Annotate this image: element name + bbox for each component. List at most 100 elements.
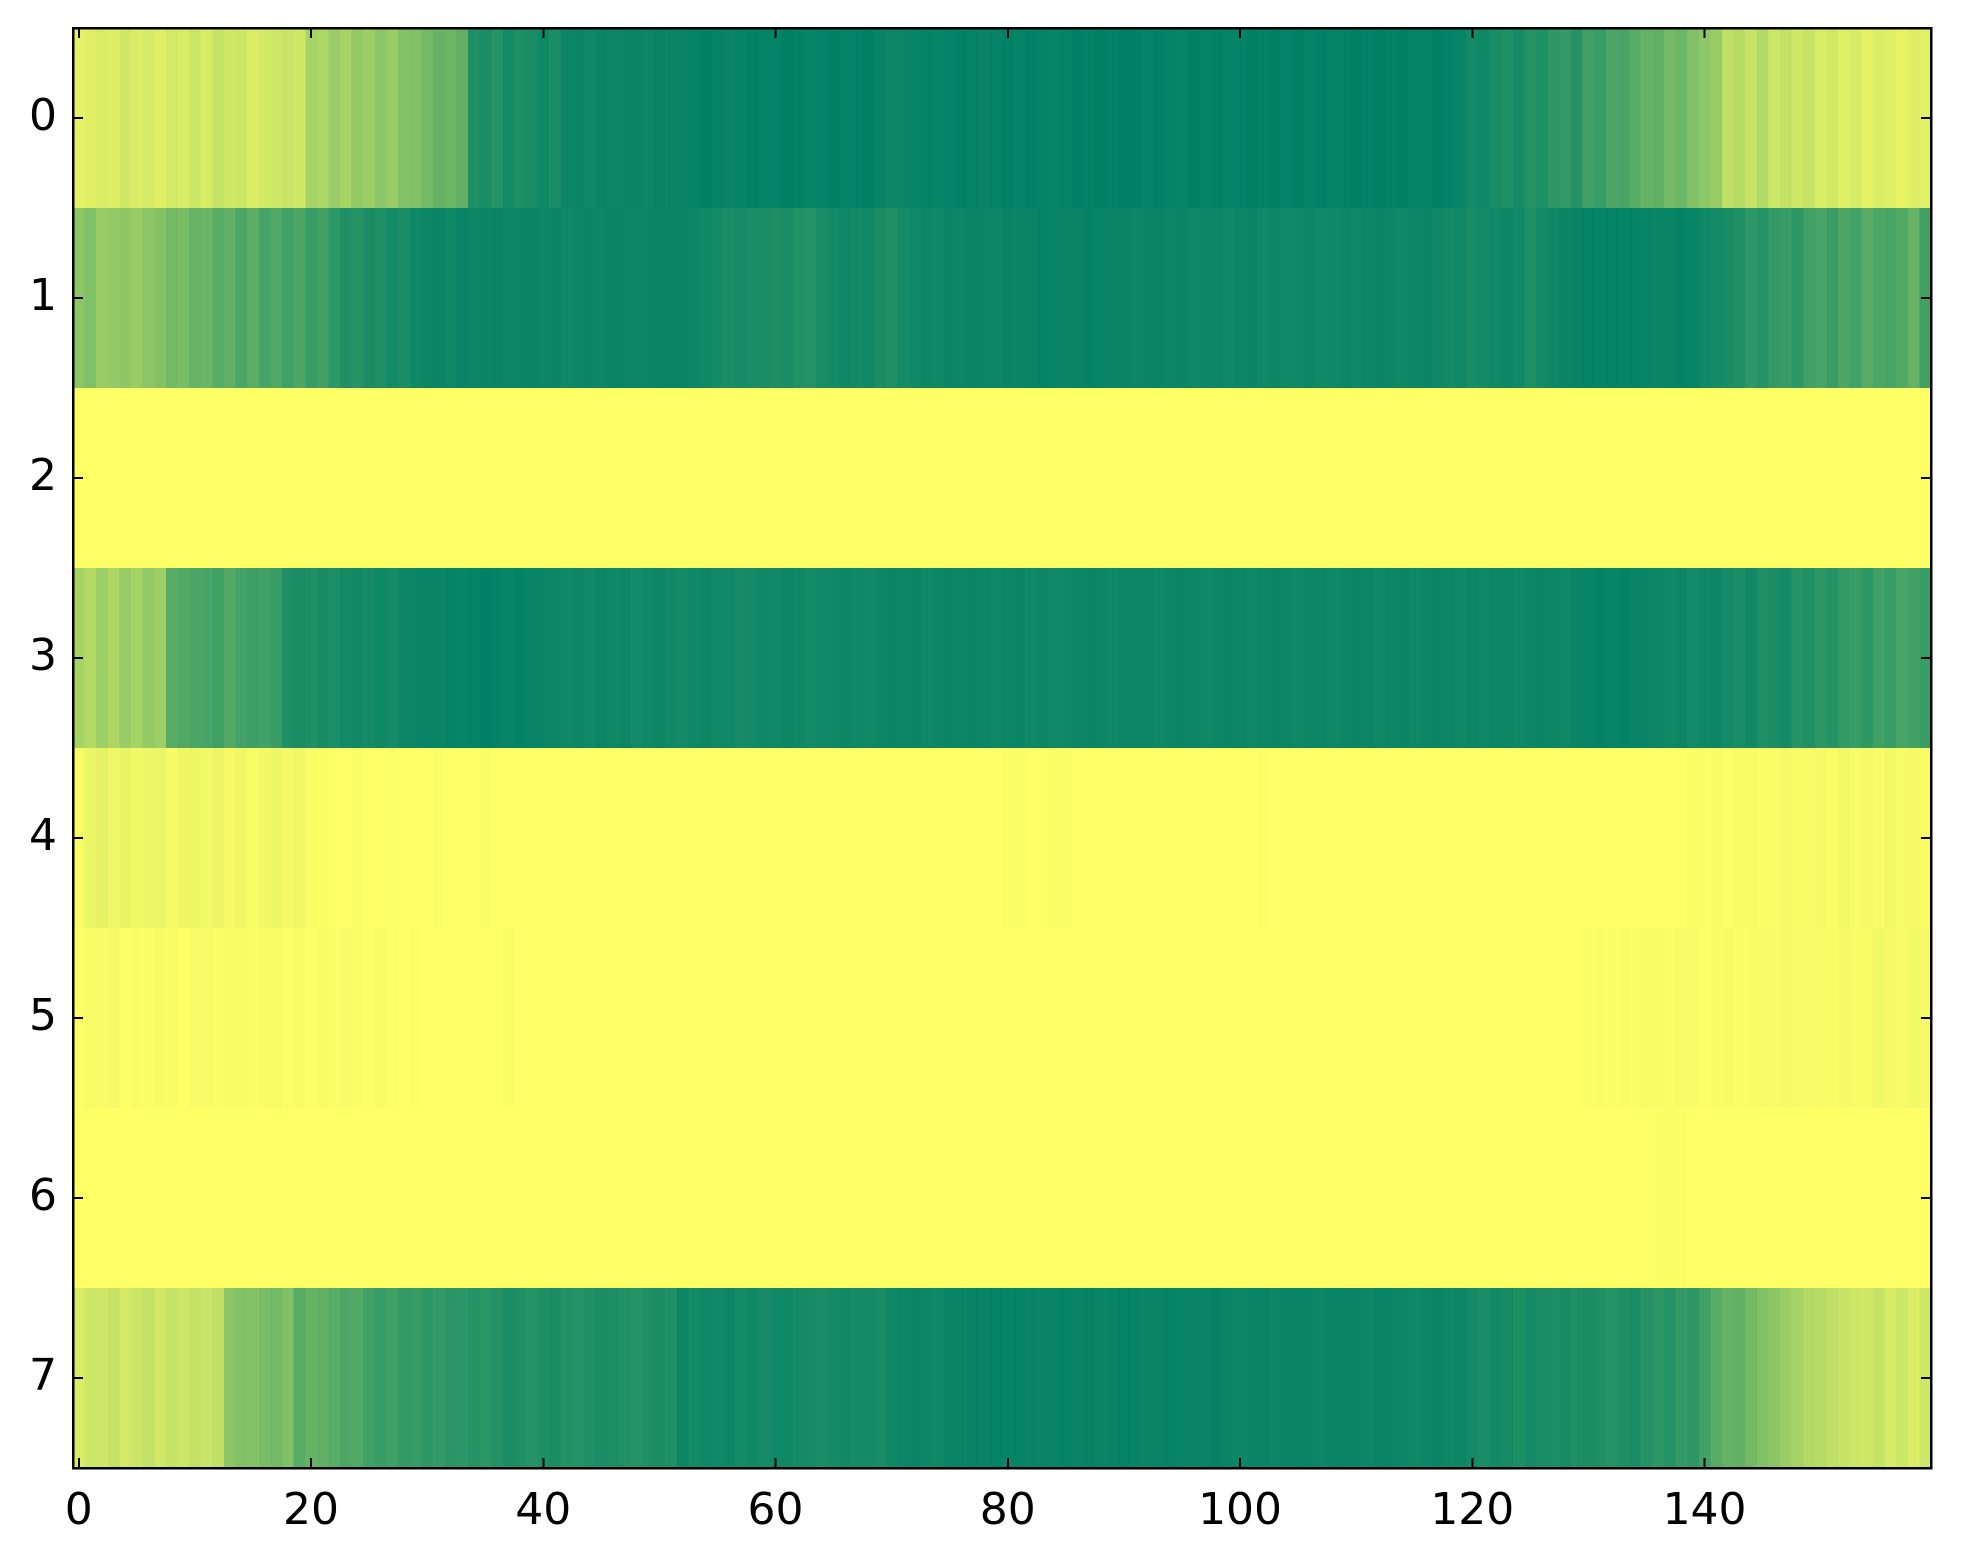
heatmap-cell [1013, 1108, 1026, 1289]
heatmap-cell [444, 208, 457, 389]
heatmap-cell [583, 928, 597, 1109]
heatmap-cell [978, 388, 991, 569]
heatmap-cell [165, 748, 179, 929]
heatmap-cell [514, 568, 527, 749]
heatmap-cell [386, 1288, 399, 1469]
heatmap-cell [1199, 928, 1212, 1109]
y-tick-label: 2 [29, 450, 57, 501]
heatmap-cell [154, 1108, 167, 1289]
heatmap-cell [537, 1108, 550, 1289]
heatmap-cell [572, 748, 585, 929]
heatmap-cell [212, 748, 225, 929]
heatmap-cell [1501, 568, 1514, 749]
heatmap-cell [1420, 208, 1433, 389]
heatmap-cell [1199, 1288, 1212, 1469]
heatmap-cell [1048, 928, 1061, 1109]
heatmap-cell [1338, 748, 1351, 929]
heatmap-cell [398, 208, 411, 389]
heatmap-cell [1199, 1108, 1212, 1289]
heatmap-cell [1849, 1288, 1862, 1469]
heatmap-cell [1640, 208, 1653, 389]
heatmap-cell [282, 1288, 295, 1469]
heatmap-cell [1036, 1108, 1050, 1289]
heatmap-cell [932, 748, 945, 929]
heatmap-cell [885, 568, 899, 749]
heatmap-cell [1199, 208, 1212, 389]
heatmap-cell [491, 1288, 504, 1469]
heatmap-cell [107, 1288, 121, 1469]
heatmap-cell [212, 28, 225, 209]
heatmap-cell [665, 748, 678, 929]
heatmap-cell [1547, 928, 1560, 1109]
heatmap-cell [363, 208, 376, 389]
heatmap-cell [1559, 1108, 1572, 1289]
heatmap-cell [978, 928, 991, 1109]
heatmap-cell [1524, 928, 1537, 1109]
heatmap-cell [398, 748, 411, 929]
heatmap-cell [1234, 388, 1247, 569]
heatmap-cell [1489, 928, 1502, 1109]
heatmap-cell [1234, 928, 1247, 1109]
heatmap-cell [514, 388, 527, 569]
heatmap-cell [502, 388, 515, 569]
heatmap-cell [758, 388, 771, 569]
heatmap-cell [1013, 208, 1026, 389]
heatmap-cell [642, 928, 655, 1109]
heatmap-cell [467, 1288, 481, 1469]
heatmap-cell [1629, 388, 1642, 569]
heatmap-cell [642, 1288, 655, 1469]
heatmap-cell [1861, 388, 1874, 569]
heatmap-cell [804, 748, 817, 929]
heatmap-cell [1431, 1108, 1444, 1289]
heatmap-cell [642, 28, 655, 209]
heatmap-cell [1327, 1288, 1340, 1469]
heatmap-cell [1907, 28, 1920, 209]
heatmap-cell [1605, 748, 1619, 929]
heatmap-cell [897, 208, 910, 389]
heatmap-cell [1211, 28, 1224, 209]
heatmap-cell [990, 1108, 1003, 1289]
heatmap-cell [607, 1288, 620, 1469]
heatmap-cell [595, 748, 608, 929]
heatmap-cell [1071, 1288, 1084, 1469]
heatmap-cell [1350, 568, 1363, 749]
heatmap-cell [676, 568, 690, 749]
heatmap-cell [398, 28, 411, 209]
heatmap-cell [1257, 28, 1270, 209]
heatmap-cell [1571, 28, 1584, 209]
heatmap-cell [1559, 208, 1572, 389]
heatmap-cell [1327, 928, 1340, 1109]
heatmap-cell [1245, 748, 1259, 929]
heatmap-cell [839, 208, 852, 389]
heatmap-cell [409, 28, 422, 209]
heatmap-cell [909, 568, 922, 749]
heatmap-cell [1303, 928, 1317, 1109]
heatmap-cell [1396, 928, 1410, 1109]
heatmap-cell [874, 388, 887, 569]
heatmap-cell [340, 1108, 353, 1289]
heatmap-cell [816, 208, 829, 389]
heatmap-cell [1896, 568, 1909, 749]
heatmap-cell [142, 1108, 155, 1289]
heatmap-cell [1013, 568, 1026, 749]
heatmap-cell [1199, 388, 1212, 569]
heatmap-cell [1733, 928, 1746, 1109]
heatmap-cell [653, 388, 666, 569]
heatmap-cell [932, 928, 945, 1109]
heatmap-cell [386, 208, 399, 389]
heatmap-cell [1536, 1108, 1549, 1289]
heatmap-cell [1547, 28, 1560, 209]
heatmap-cell [1176, 28, 1189, 209]
heatmap-cell [769, 748, 782, 929]
heatmap-cell [1478, 568, 1491, 749]
heatmap-cell [1780, 1108, 1793, 1289]
heatmap-cell [1791, 388, 1804, 569]
heatmap-cell [595, 388, 608, 569]
heatmap-cell [247, 208, 260, 389]
heatmap-cell [1187, 388, 1201, 569]
heatmap-cell [1838, 28, 1851, 209]
heatmap-cell [967, 208, 980, 389]
heatmap-cell [781, 1108, 794, 1289]
heatmap-cell [1547, 208, 1560, 389]
heatmap-cell [1106, 1288, 1119, 1469]
